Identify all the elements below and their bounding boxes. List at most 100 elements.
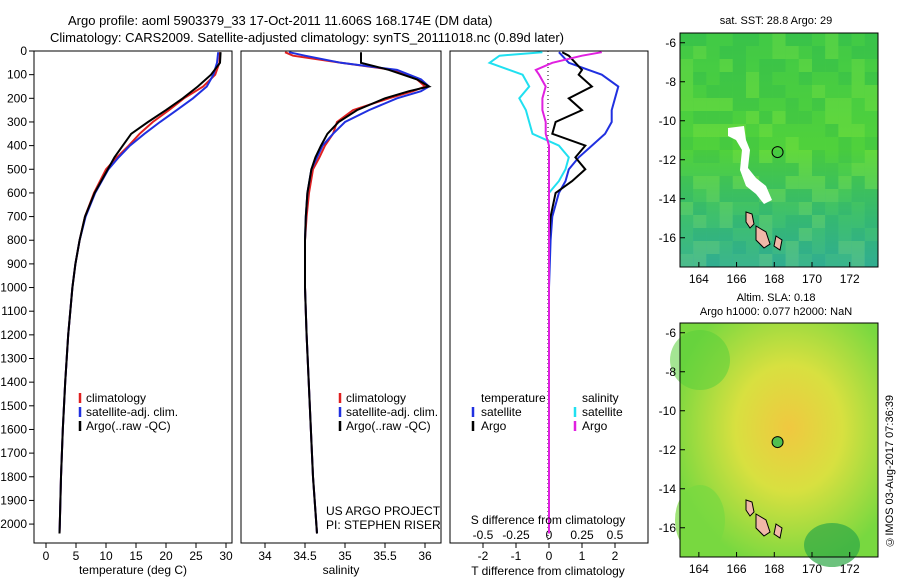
map-x-tick-label: 166 [727, 562, 747, 576]
sst-cell [772, 215, 786, 228]
map-y-tick-label: -16 [659, 231, 677, 245]
sst-cell [798, 111, 812, 124]
map-y-tick-label: -16 [659, 521, 677, 535]
sst-cell [825, 111, 839, 124]
sst-cell [825, 98, 839, 111]
figure-title-line1: Argo profile: aoml 5903379_33 17-Oct-201… [68, 13, 493, 28]
sst-cell [825, 33, 839, 46]
sst-cell [772, 111, 786, 124]
sst-cell [825, 59, 839, 72]
x-tick-label-salinity: 35 [338, 549, 352, 563]
sst-cell [864, 150, 878, 163]
sst-cell [798, 46, 812, 59]
map-y-tick-label: -6 [665, 36, 676, 50]
sst-cell [825, 176, 839, 189]
sst-cell [706, 176, 720, 189]
sst-cell [772, 163, 786, 176]
sst-cell [706, 215, 720, 228]
sst-cell [680, 46, 694, 59]
x-tick-label-t-difference: 0 [546, 549, 553, 563]
sst-cell [706, 72, 720, 85]
sst-cell [693, 46, 707, 59]
salinity-axes [240, 50, 442, 544]
sst-cell [732, 189, 746, 202]
sst-cell [825, 228, 839, 241]
y-tick-label: 1400 [0, 375, 27, 389]
sst-cell [851, 59, 865, 72]
sst-cell [851, 111, 865, 124]
sst-cell [825, 46, 839, 59]
sst-cell [798, 137, 812, 150]
sst-cell [812, 111, 826, 124]
x-tick-label-s-difference: -0.5 [473, 528, 494, 542]
x-tick-label-s-difference: 0.5 [607, 528, 624, 542]
sst-cell [772, 33, 786, 46]
sst-cell [864, 189, 878, 202]
map-x-tick-label: 168 [764, 562, 784, 576]
sst-cell [798, 33, 812, 46]
t-difference-label: T difference from climatology [471, 564, 625, 578]
difference-panel: -2 -1 0 1 2 -0.5 -0.25 0 0.25 0.5 S difference fr… [449, 50, 649, 578]
sst-cell [706, 202, 720, 215]
sst-cell [693, 163, 707, 176]
sst-cell [851, 163, 865, 176]
sst-cell [706, 228, 720, 241]
sst-cell [785, 98, 799, 111]
sst-cell [838, 46, 852, 59]
salinity-lines [284, 51, 432, 534]
sst-cell [706, 241, 720, 254]
sst-cell [851, 46, 865, 59]
sst-cell [693, 59, 707, 72]
sst-cell [838, 241, 852, 254]
sst-cell [798, 98, 812, 111]
map-x-tick-label: 164 [689, 562, 709, 576]
sst-cell [732, 98, 746, 111]
sst-cell [864, 241, 878, 254]
map-x-tick-label: 164 [689, 272, 709, 286]
sst-cell [785, 124, 799, 137]
difference-legend: temperature salinitysatelliteArgosatellit… [471, 391, 623, 433]
project-line2: PI: STEPHEN RISER [326, 518, 441, 532]
sst-cell [838, 189, 852, 202]
sst-cell [838, 150, 852, 163]
legend-label-salinity: climatology [346, 391, 406, 405]
sst-cell [798, 85, 812, 98]
sst-cell [746, 241, 760, 254]
sst-cell [838, 111, 852, 124]
sst-cell [693, 33, 707, 46]
y-tick-label: 0 [20, 44, 27, 58]
sst-cell [838, 72, 852, 85]
sst-cell [759, 98, 773, 111]
sst-cell [812, 124, 826, 137]
sst-cell [864, 176, 878, 189]
sst-cell [838, 215, 852, 228]
legend-label-temperature: Argo(..raw -QC) [86, 419, 171, 433]
temperature-lines [58, 52, 222, 534]
sst-cell [825, 137, 839, 150]
sst-cell [746, 137, 760, 150]
sst-cell [825, 72, 839, 85]
sst-cell [732, 72, 746, 85]
y-tick-label: 1100 [1, 304, 27, 318]
sst-cell [851, 33, 865, 46]
sst-cell [719, 202, 733, 215]
sst-cell [693, 150, 707, 163]
sst-cell [812, 241, 826, 254]
sst-cell [706, 254, 720, 267]
x-tick-label-temperature: 15 [129, 549, 143, 563]
sst-cell [812, 150, 826, 163]
x-tick-label-salinity: 36 [418, 549, 432, 563]
sla-map-frame [679, 322, 879, 558]
sst-cell [785, 215, 799, 228]
sst-cell [851, 228, 865, 241]
sst-cell [759, 202, 773, 215]
x-tick-label-t-difference: -2 [478, 549, 489, 563]
sst-cell [706, 46, 720, 59]
sst-cell [680, 176, 694, 189]
sst-cell [706, 98, 720, 111]
sst-cell [680, 111, 694, 124]
y-tick-label: 800 [7, 233, 27, 247]
sst-cell [772, 254, 786, 267]
